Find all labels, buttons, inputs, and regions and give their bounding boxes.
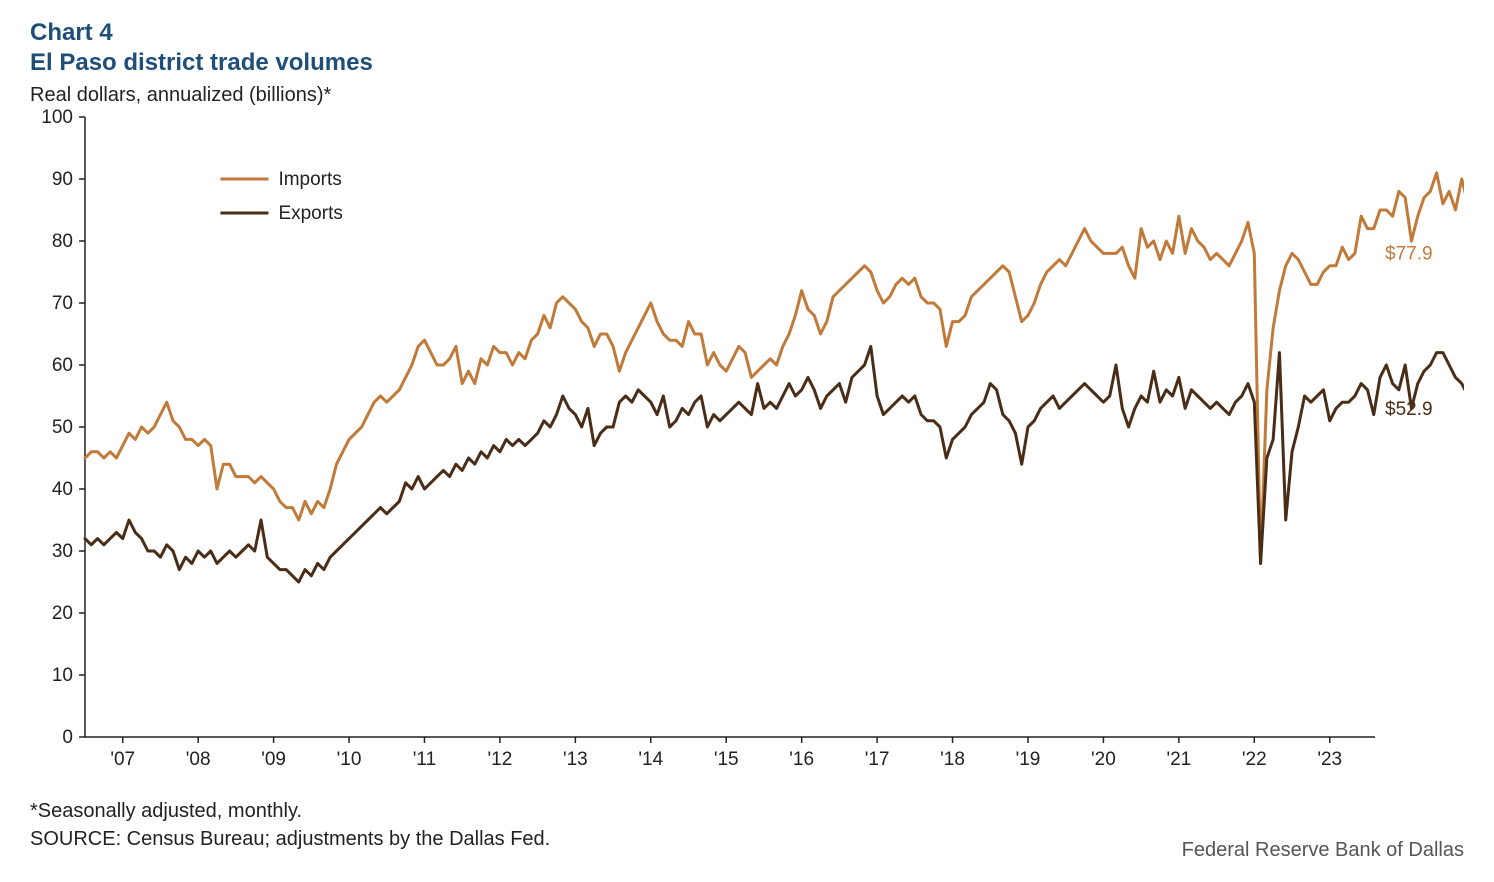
x-tick-label: '19 [1016, 749, 1041, 770]
x-tick-label: '21 [1166, 749, 1191, 770]
footnote: *Seasonally adjusted, monthly. [30, 797, 1464, 825]
attribution: Federal Reserve Bank of Dallas [1182, 839, 1464, 862]
y-tick-label: 70 [52, 293, 73, 314]
chart-area: 0 10 20 30 40 50 60 70 80 90 100 '07 '08 '09 '10 '11 '12… [30, 107, 1464, 797]
y-tick-label: 90 [52, 169, 73, 190]
line-chart: 0 10 20 30 40 50 60 70 80 90 100 '07 '08 '09 '10 '11 '12… [30, 107, 1464, 797]
y-tick-label: 50 [52, 417, 73, 438]
x-tick-label: '16 [789, 749, 814, 770]
y-tick-label: 60 [52, 355, 73, 376]
end-label-imports: $77.9 [1385, 243, 1433, 264]
y-tick-label: 80 [52, 231, 73, 252]
x-tick-label: '22 [1242, 749, 1267, 770]
y-tick-label: 40 [52, 479, 73, 500]
x-tick-label: '13 [563, 749, 588, 770]
chart-subtitle: Real dollars, annualized (billions)* [30, 84, 1464, 107]
legend-label-exports: Exports [278, 203, 342, 224]
x-tick-label: '20 [1091, 749, 1116, 770]
y-tick-label: 100 [41, 107, 73, 128]
legend-label-imports: Imports [278, 169, 341, 190]
y-tick-label: 10 [52, 665, 73, 686]
x-tick-label: '08 [186, 749, 211, 770]
x-tick-label: '15 [714, 749, 739, 770]
chart-title: El Paso district trade volumes [30, 48, 1464, 78]
x-tick-label: '17 [865, 749, 890, 770]
x-tick-label: '14 [638, 749, 663, 770]
x-tick-label: '09 [261, 749, 286, 770]
y-tick-label: 30 [52, 541, 73, 562]
x-tick-label: '07 [110, 749, 135, 770]
y-tick-label: 20 [52, 603, 73, 624]
x-tick-label: '11 [413, 749, 436, 770]
x-tick-label: '18 [940, 749, 965, 770]
chart-number: Chart 4 [30, 18, 1464, 48]
x-tick-label: '23 [1317, 749, 1342, 770]
x-tick-label: '10 [337, 749, 362, 770]
end-label-exports: $52.9 [1385, 399, 1433, 420]
page: Chart 4 El Paso district trade volumes R… [0, 0, 1494, 882]
y-tick-label: 0 [62, 727, 73, 748]
x-tick-label: '12 [488, 749, 513, 770]
